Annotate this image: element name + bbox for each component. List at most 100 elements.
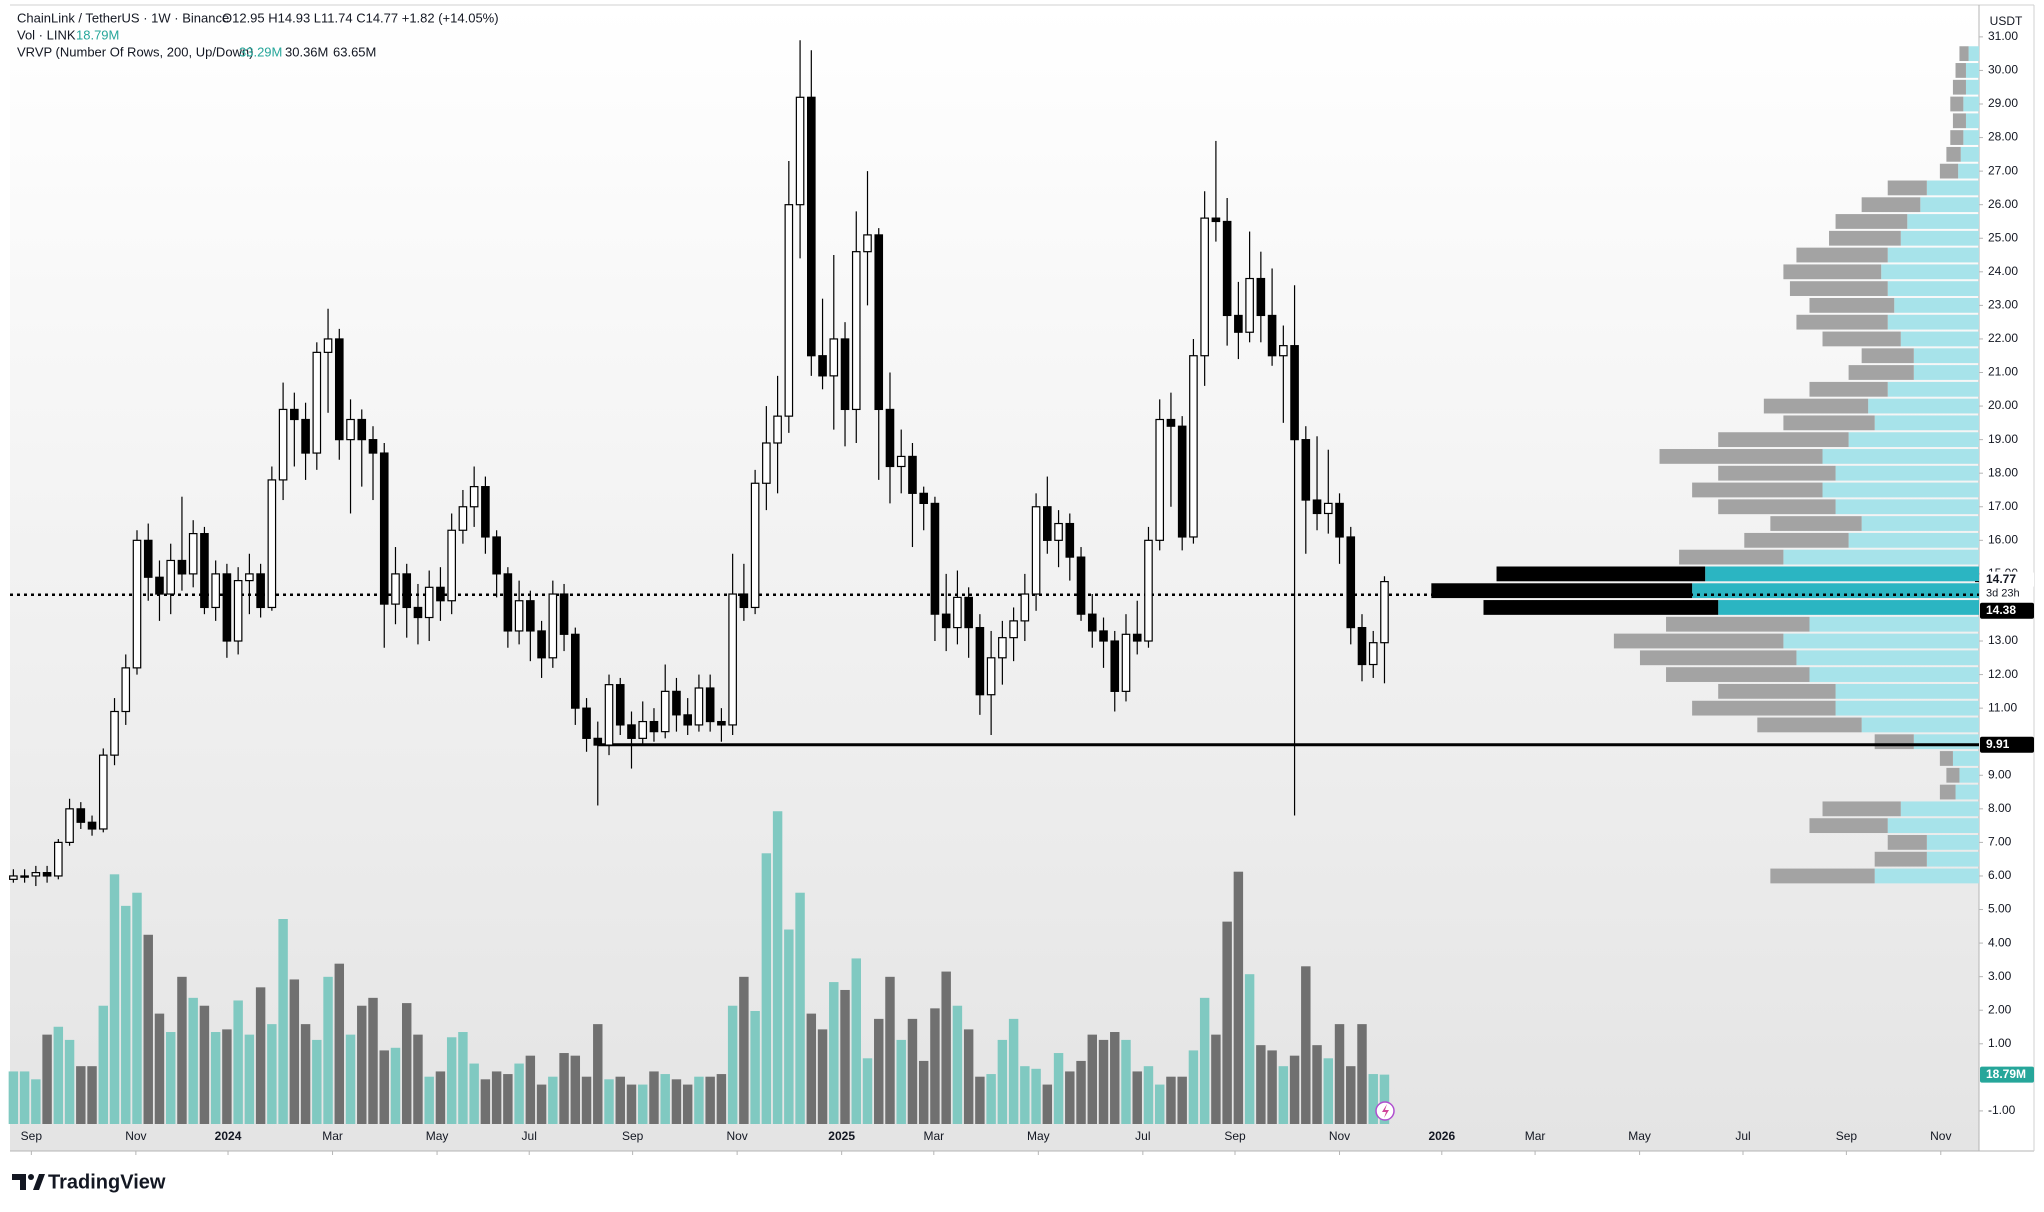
volume-bar bbox=[312, 1039, 322, 1124]
y-tick-label: 29.00 bbox=[1988, 96, 2018, 110]
candle-body bbox=[919, 492, 929, 505]
y-tick-label: 8.00 bbox=[1988, 801, 2012, 815]
candle-body bbox=[132, 539, 142, 669]
candle-body bbox=[840, 338, 850, 411]
candle-body bbox=[998, 637, 1007, 659]
volume-bar bbox=[559, 1053, 569, 1124]
volume-bar bbox=[424, 1076, 434, 1124]
candle-body bbox=[424, 586, 434, 619]
profile-up bbox=[1894, 297, 1979, 313]
profile-down bbox=[1789, 281, 1888, 296]
profile-down bbox=[1861, 197, 1921, 213]
candle-body bbox=[492, 536, 501, 575]
candle-body bbox=[402, 573, 412, 609]
candle-body bbox=[953, 596, 962, 629]
price-unit: USDT bbox=[1990, 14, 2023, 28]
profile-down bbox=[1950, 130, 1964, 145]
candle-body bbox=[1121, 633, 1131, 692]
volume-bar bbox=[233, 1000, 243, 1124]
profile-up bbox=[1900, 331, 1979, 347]
profile-down bbox=[1796, 247, 1888, 263]
candle-body bbox=[863, 234, 872, 253]
x-tick-label: 2024 bbox=[215, 1129, 242, 1143]
volume-bar bbox=[8, 1071, 19, 1124]
volume-bar bbox=[458, 1032, 468, 1124]
price-line-tag-bg bbox=[1980, 602, 2034, 619]
profile-up bbox=[1848, 432, 1979, 448]
candle-body bbox=[379, 452, 389, 605]
profile-up bbox=[1900, 801, 1979, 817]
candle-body bbox=[368, 439, 378, 454]
volume-bar bbox=[491, 1071, 502, 1124]
profile-down bbox=[1809, 297, 1895, 313]
volume-bar bbox=[87, 1066, 97, 1124]
profile-up bbox=[1960, 146, 1979, 162]
volume-bar bbox=[885, 976, 895, 1124]
candle-body bbox=[1200, 217, 1209, 357]
volume-bar bbox=[413, 1034, 423, 1124]
profile-up bbox=[1913, 348, 1979, 364]
profile-down bbox=[1783, 415, 1875, 431]
profile-up bbox=[1783, 549, 1979, 565]
candle-body bbox=[1380, 581, 1389, 644]
volume-bar bbox=[716, 1074, 727, 1124]
volume-bar bbox=[739, 976, 749, 1124]
volume-bar bbox=[963, 1029, 974, 1124]
candle-body bbox=[604, 684, 614, 746]
volume-bar bbox=[941, 971, 951, 1124]
y-tick-label: 1.00 bbox=[1988, 1036, 2012, 1050]
candle-body bbox=[829, 338, 839, 377]
profile-down bbox=[1718, 499, 1836, 515]
profile-down bbox=[1835, 214, 1908, 229]
vrvp-down: 30.36M bbox=[285, 44, 328, 59]
y-tick-label: -1.00 bbox=[1988, 1103, 2016, 1117]
candle-body bbox=[301, 418, 310, 454]
candle-body bbox=[312, 351, 322, 454]
candle-body bbox=[481, 486, 490, 538]
volume-bar bbox=[784, 929, 794, 1124]
volume-bar bbox=[986, 1074, 996, 1124]
candle-body bbox=[1031, 506, 1041, 595]
profile-down bbox=[1770, 868, 1875, 884]
profile-down bbox=[1952, 113, 1966, 129]
profile-up bbox=[1959, 767, 1979, 783]
candle-body bbox=[357, 418, 367, 441]
price-line-tag: 14.38 bbox=[1986, 603, 2016, 617]
volume-bar bbox=[121, 905, 131, 1124]
profile-down bbox=[1939, 784, 1956, 800]
y-tick-label: 21.00 bbox=[1988, 365, 2018, 379]
support-tag-bg bbox=[1980, 736, 2034, 753]
logo-slash bbox=[33, 1174, 45, 1190]
volume-bar bbox=[1042, 1084, 1053, 1124]
profile-down bbox=[1874, 851, 1927, 867]
y-tick-label: 18.00 bbox=[1988, 465, 2018, 479]
candle-body bbox=[222, 573, 232, 642]
candle-body bbox=[930, 502, 940, 615]
candle-body bbox=[391, 573, 400, 605]
profile-down bbox=[1431, 583, 1693, 599]
volume-bar bbox=[154, 1013, 165, 1124]
candle-body bbox=[76, 808, 86, 823]
candle-body bbox=[537, 630, 546, 659]
profile-down bbox=[1770, 516, 1862, 531]
candle-body bbox=[1368, 642, 1378, 666]
candle-body bbox=[975, 626, 985, 696]
profile-down bbox=[1718, 683, 1836, 699]
candle-body bbox=[334, 338, 344, 441]
y-tick-label: 3.00 bbox=[1988, 969, 2012, 983]
candle-body bbox=[447, 529, 456, 602]
candle-body bbox=[1065, 522, 1075, 558]
y-tick-label: 5.00 bbox=[1988, 902, 2012, 916]
volume-bars bbox=[8, 811, 1390, 1124]
volume-bar bbox=[1278, 1066, 1289, 1124]
candle-body bbox=[87, 821, 97, 830]
candle-body bbox=[1357, 626, 1367, 666]
profile-up bbox=[1887, 281, 1979, 296]
x-tick-label: Sep bbox=[622, 1129, 644, 1143]
volume-bar bbox=[1154, 1084, 1165, 1124]
candle-body bbox=[548, 593, 558, 659]
candle-body bbox=[728, 593, 737, 726]
candle-body bbox=[1177, 425, 1187, 538]
volume-bar bbox=[345, 1034, 356, 1124]
volume-bar bbox=[1244, 974, 1255, 1124]
